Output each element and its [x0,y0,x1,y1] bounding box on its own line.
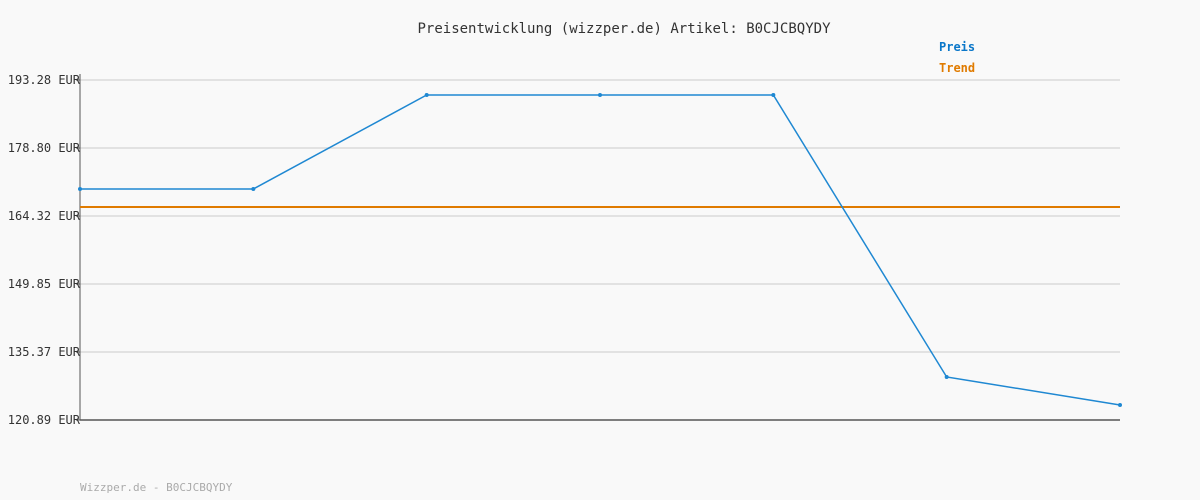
y-tick-label: 135.37 EUR [8,345,81,359]
price-point [1118,402,1122,407]
price-point [771,92,776,97]
price-point [944,374,949,379]
y-tick-label: 120.89 EUR [8,413,81,427]
price-point [598,92,602,97]
y-tick-label: 164.32 EUR [8,209,81,223]
y-tick-label: 149.85 EUR [8,277,81,291]
y-tick-label: 193.28 EUR [8,73,81,87]
price-point [424,92,429,97]
footer-text: Wizzper.de - B0CJCBQYDY [80,481,233,494]
price-point [251,187,256,192]
chart-title: Preisentwicklung (wizzper.de) Artikel: B… [417,21,831,37]
price-line [80,94,1121,406]
legend-trend: Trend [939,61,975,75]
price-point [78,187,82,192]
legend-preis: Preis [939,40,975,54]
y-tick-label: 178.80 EUR [8,141,81,155]
